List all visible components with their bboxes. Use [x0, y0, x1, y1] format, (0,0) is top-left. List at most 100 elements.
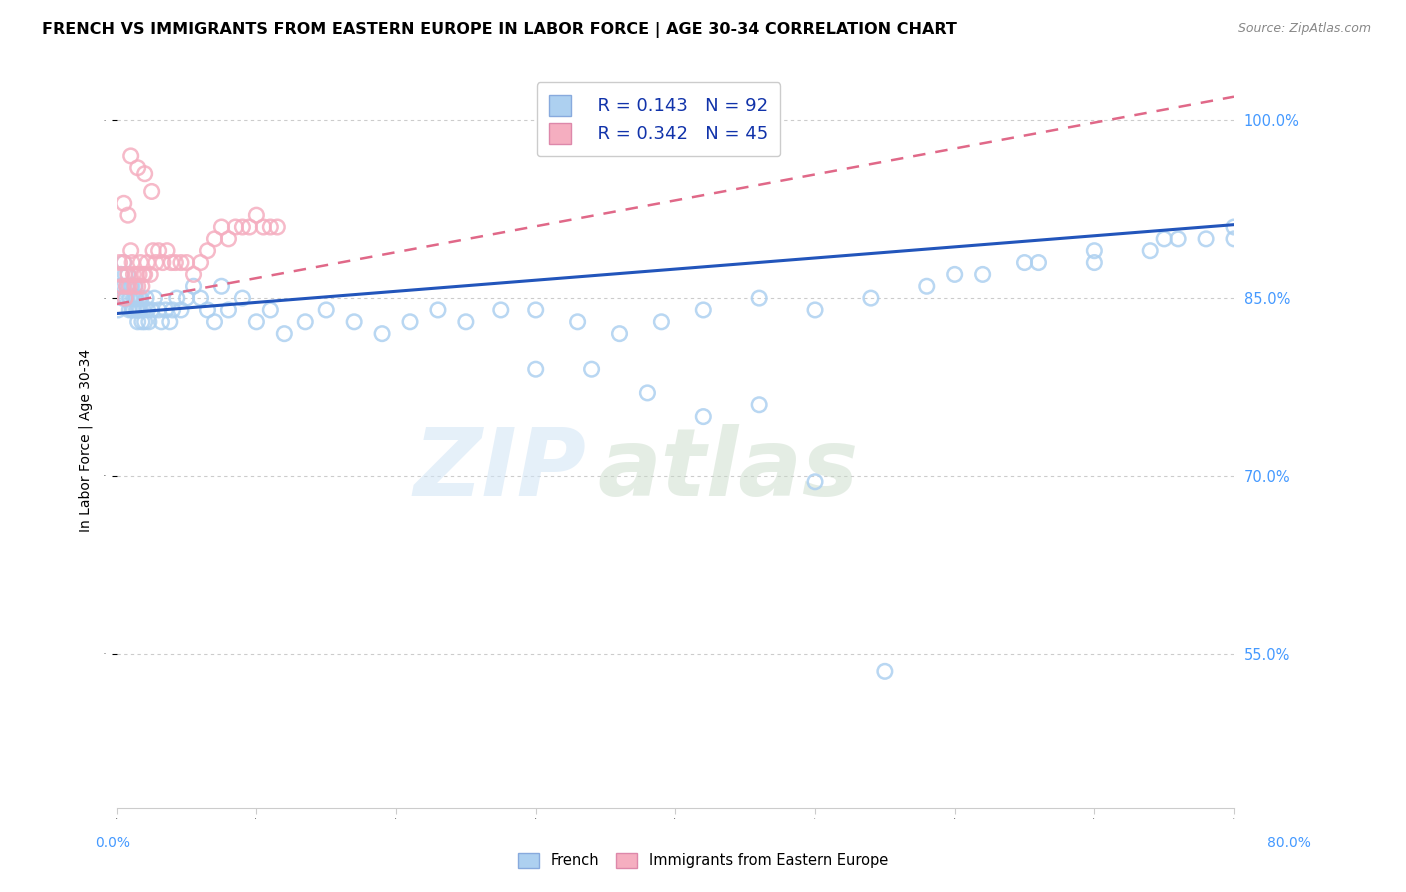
Point: [1223, 219, 1246, 234]
Point: [343, 315, 366, 329]
Point: [122, 291, 145, 305]
Point: [165, 255, 187, 269]
Point: [127, 315, 149, 329]
Point: [159, 315, 181, 329]
Point: [162, 302, 184, 317]
Point: [124, 279, 146, 293]
Point: [136, 255, 159, 269]
Point: [135, 291, 157, 305]
Point: [129, 302, 152, 317]
Point: [252, 219, 274, 234]
Point: [112, 255, 135, 269]
Point: [117, 268, 139, 282]
Point: [197, 244, 219, 258]
Point: [166, 291, 188, 305]
Point: [128, 268, 150, 282]
Point: [112, 279, 135, 293]
Point: [155, 302, 177, 317]
Point: [1139, 244, 1161, 258]
Point: [804, 475, 827, 489]
Point: [120, 244, 142, 258]
Point: [150, 315, 173, 329]
Point: [112, 255, 135, 269]
Point: [107, 302, 129, 317]
Point: [294, 315, 316, 329]
Point: [170, 255, 193, 269]
Point: [128, 291, 150, 305]
Point: [748, 291, 770, 305]
Point: [399, 315, 422, 329]
Point: [148, 302, 170, 317]
Point: [183, 268, 205, 282]
Point: [245, 315, 267, 329]
Point: [122, 302, 145, 317]
Point: [136, 302, 159, 317]
Point: [115, 279, 138, 293]
Legend: French, Immigrants from Eastern Europe: French, Immigrants from Eastern Europe: [512, 847, 894, 874]
Point: [567, 315, 589, 329]
Point: [129, 255, 152, 269]
Point: [141, 302, 163, 317]
Point: [142, 244, 165, 258]
Point: [138, 315, 160, 329]
Point: [127, 279, 149, 293]
Point: [114, 268, 136, 282]
Point: [118, 302, 141, 317]
Point: [1028, 255, 1050, 269]
Point: [131, 279, 153, 293]
Point: [266, 219, 288, 234]
Point: [132, 268, 155, 282]
Point: [1083, 255, 1105, 269]
Point: [231, 291, 253, 305]
Point: [636, 385, 658, 400]
Point: [259, 302, 281, 317]
Point: [134, 268, 156, 282]
Point: [145, 255, 167, 269]
Point: [111, 291, 134, 305]
Text: Source: ZipAtlas.com: Source: ZipAtlas.com: [1237, 22, 1371, 36]
Point: [110, 268, 132, 282]
Point: [112, 196, 135, 211]
Point: [117, 279, 139, 293]
Point: [804, 302, 827, 317]
Point: [581, 362, 603, 376]
Point: [124, 279, 146, 293]
Point: [943, 268, 966, 282]
Point: [125, 268, 148, 282]
Point: [245, 208, 267, 222]
Point: [139, 268, 162, 282]
Point: [120, 149, 142, 163]
Text: FRENCH VS IMMIGRANTS FROM EASTERN EUROPE IN LABOR FORCE | AGE 30-34 CORRELATION : FRENCH VS IMMIGRANTS FROM EASTERN EUROPE…: [42, 22, 957, 38]
Point: [124, 291, 146, 305]
Point: [121, 279, 143, 293]
Legend:   R = 0.143   N = 92,   R = 0.342   N = 45: R = 0.143 N = 92, R = 0.342 N = 45: [537, 82, 780, 156]
Point: [190, 255, 212, 269]
Point: [132, 302, 155, 317]
Text: ZIP: ZIP: [413, 424, 586, 516]
Point: [748, 398, 770, 412]
Text: atlas: atlas: [598, 424, 859, 516]
Point: [1195, 232, 1218, 246]
Point: [176, 291, 198, 305]
Point: [211, 279, 233, 293]
Point: [134, 167, 156, 181]
Point: [609, 326, 631, 341]
Point: [859, 291, 882, 305]
Text: 80.0%: 80.0%: [1267, 837, 1310, 850]
Point: [217, 302, 239, 317]
Point: [1014, 255, 1036, 269]
Point: [110, 268, 132, 282]
Point: [143, 291, 166, 305]
Point: [1223, 232, 1246, 246]
Point: [1153, 232, 1175, 246]
Point: [371, 326, 394, 341]
Point: [204, 232, 226, 246]
Point: [217, 232, 239, 246]
Point: [259, 219, 281, 234]
Point: [489, 302, 512, 317]
Point: [231, 219, 253, 234]
Point: [120, 279, 142, 293]
Point: [141, 185, 163, 199]
Point: [134, 315, 156, 329]
Point: [148, 244, 170, 258]
